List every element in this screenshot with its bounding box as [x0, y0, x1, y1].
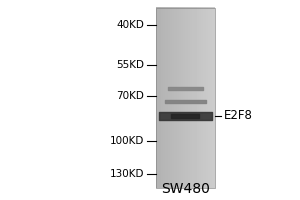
- Text: 40KD: 40KD: [116, 20, 144, 30]
- Bar: [156, 8, 215, 188]
- Text: 100KD: 100KD: [110, 136, 144, 146]
- Text: 130KD: 130KD: [110, 169, 144, 179]
- Text: SW480: SW480: [161, 182, 210, 196]
- Text: E2F8: E2F8: [224, 109, 252, 122]
- Text: 70KD: 70KD: [116, 91, 144, 101]
- Text: 55KD: 55KD: [116, 60, 144, 70]
